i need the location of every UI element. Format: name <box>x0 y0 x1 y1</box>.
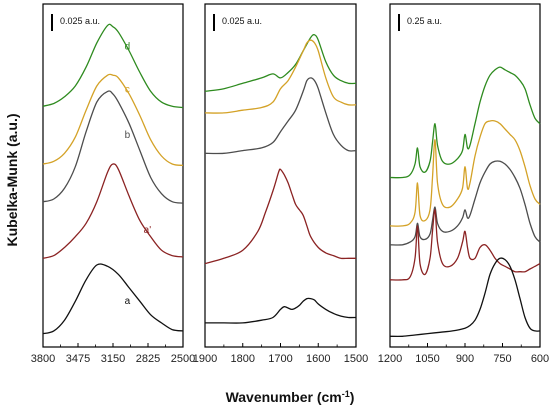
series-line-a <box>42 263 184 335</box>
panel-2: 1900 1800 1700 1600 1500 0.025 a.u. <box>193 3 368 365</box>
series-line-aprime <box>204 168 356 265</box>
panel-frame <box>42 3 184 348</box>
panels-layer: 3800 3475 3150 2825 2500 0.025 a.u. d c b a' a 1900… <box>31 3 549 365</box>
series-line-c <box>42 73 184 167</box>
series-line-b <box>42 90 184 204</box>
x-axis-title-main: Wavenumber (cm <box>226 389 342 405</box>
x-tick-label: 3475 <box>66 353 90 365</box>
x-tick-label: 600 <box>531 353 549 365</box>
series-line-b <box>389 160 541 246</box>
x-tick-label: 1800 <box>231 353 255 365</box>
curve-label-a: a <box>125 296 131 307</box>
scale-bar-label: 0.025 a.u. <box>60 16 100 26</box>
curve-label-c: c <box>125 84 130 95</box>
panel-1: 3800 3475 3150 2825 2500 0.025 a.u. d c b a' a <box>31 3 195 365</box>
series-line-a <box>389 257 541 338</box>
x-tick-label: 750 <box>493 353 511 365</box>
curve-label-b: b <box>125 130 131 141</box>
x-tick-label: 3800 <box>31 353 55 365</box>
panel-3: 1200 1050 900 750 600 0.25 a.u. <box>378 3 549 365</box>
panel-frame <box>204 3 357 348</box>
x-tick-label: 1200 <box>378 353 402 365</box>
series-line-c <box>204 39 357 114</box>
x-tick-label: 1600 <box>306 353 330 365</box>
scale-bar-label: 0.025 a.u. <box>222 16 262 26</box>
panel-frame <box>389 3 541 348</box>
series-line-d <box>204 34 357 93</box>
series-line-a <box>204 297 357 324</box>
x-tick-label: 1050 <box>415 353 439 365</box>
series-line-c <box>389 119 541 227</box>
curve-label-aprime: a' <box>144 225 152 236</box>
x-axis-title-superscript: -1 <box>342 389 350 399</box>
x-tick-label: 1700 <box>268 353 292 365</box>
curve-label-d: d <box>125 41 131 52</box>
x-tick-label: 900 <box>456 353 474 365</box>
x-tick-label: 2825 <box>136 353 160 365</box>
series-line-d <box>389 66 541 179</box>
x-tick-label: 1500 <box>344 353 368 365</box>
series-line-d <box>42 23 184 109</box>
x-tick-label: 1900 <box>193 353 217 365</box>
x-axis-title: Wavenumber (cm-1) <box>226 389 355 405</box>
x-tick-label: 2500 <box>171 353 195 365</box>
series-line-aprime <box>389 209 541 281</box>
x-axis-title-tail: ) <box>350 389 355 405</box>
y-axis-title: Kubelka-Munk (a.u.) <box>4 113 20 246</box>
scale-bar-label: 0.25 a.u. <box>407 16 442 26</box>
series-line-aprime <box>42 163 184 259</box>
series-line-b <box>204 77 357 155</box>
x-tick-label: 3150 <box>101 353 125 365</box>
